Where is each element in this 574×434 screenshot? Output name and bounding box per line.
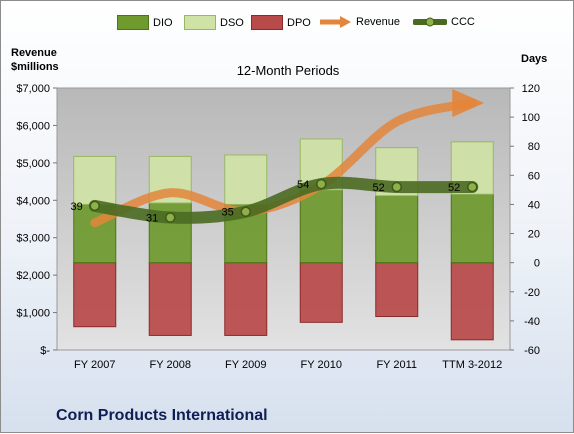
ccc-point xyxy=(316,178,327,190)
dpo-bar xyxy=(375,262,419,318)
category-label: FY 2009 xyxy=(225,359,266,371)
dio-bar xyxy=(299,189,343,264)
ccc-data-label: 31 xyxy=(146,213,158,225)
right-tick-label: 60 xyxy=(528,170,540,182)
right-tick-label: 100 xyxy=(522,112,540,124)
right-tick-label: 80 xyxy=(528,141,540,153)
ccc-data-label: 54 xyxy=(297,179,309,191)
ccc-data-label: 52 xyxy=(448,182,460,194)
dio-bar xyxy=(375,195,419,264)
ccc-data-label: 52 xyxy=(373,182,385,194)
legend-item-dpo: DPO xyxy=(251,15,311,30)
category-label: FY 2010 xyxy=(301,359,342,371)
left-tick-label: $6,000 xyxy=(16,120,50,132)
ccc-point xyxy=(467,181,478,193)
ccc-point xyxy=(89,200,100,212)
right-axis-label: Days xyxy=(521,53,548,65)
category-label: FY 2011 xyxy=(376,359,417,371)
dpo-bar xyxy=(148,262,192,336)
right-tick-label: -40 xyxy=(524,316,540,328)
left-axis-label: Revenue $millions xyxy=(11,47,59,73)
dpo-bar xyxy=(450,262,494,341)
dpo-bar xyxy=(299,262,343,323)
right-tick-label: -60 xyxy=(524,345,540,357)
ccc-point xyxy=(391,181,402,193)
category-label: TTM 3-2012 xyxy=(442,359,502,371)
legend-item-revenue: Revenue xyxy=(318,15,400,29)
legend-item-dio: DIO xyxy=(117,15,173,30)
left-tick-label: $4,000 xyxy=(16,195,50,207)
left-tick-label: $2,000 xyxy=(16,270,50,282)
legend-label: DSO xyxy=(220,16,244,29)
ccc-data-label: 35 xyxy=(222,207,234,219)
legend-label: DIO xyxy=(153,16,173,29)
legend-item-ccc: CCC xyxy=(413,15,475,29)
ccc-data-label: 39 xyxy=(71,201,83,213)
right-tick-label: 40 xyxy=(528,199,540,211)
dso-bar xyxy=(73,155,117,205)
left-tick-label: $1,000 xyxy=(16,308,50,320)
chart-subtitle: 12-Month Periods xyxy=(236,63,340,78)
right-tick-label: 20 xyxy=(528,229,540,241)
legend-label: Revenue xyxy=(356,16,401,28)
legend: DIO DSO DPO Revenue CCC xyxy=(1,15,574,35)
legend-label: CCC xyxy=(451,16,475,28)
left-tick-label: $3,000 xyxy=(16,233,50,245)
category-label: FY 2008 xyxy=(150,359,191,371)
plot-area xyxy=(56,87,511,351)
left-tick-label: $7,000 xyxy=(16,83,50,95)
ccc-point xyxy=(165,212,176,223)
legend-label: DPO xyxy=(287,16,311,29)
left-tick-label: $- xyxy=(40,345,50,357)
ccc-point xyxy=(240,206,251,217)
dpo-bar xyxy=(73,262,117,328)
revenue-arrowhead xyxy=(452,88,485,117)
ccc-line xyxy=(88,176,479,224)
dpo-bar xyxy=(224,262,268,336)
right-tick-label: 120 xyxy=(522,83,540,95)
right-tick-label: 0 xyxy=(534,258,540,270)
right-tick-label: -20 xyxy=(524,287,540,299)
category-label: FY 2007 xyxy=(74,359,115,371)
left-tick-label: $5,000 xyxy=(16,158,50,170)
dio-bar xyxy=(450,193,494,264)
legend-item-dso: DSO xyxy=(184,15,244,30)
dso-bar xyxy=(224,154,268,205)
company-name: Corn Products International xyxy=(56,407,268,424)
